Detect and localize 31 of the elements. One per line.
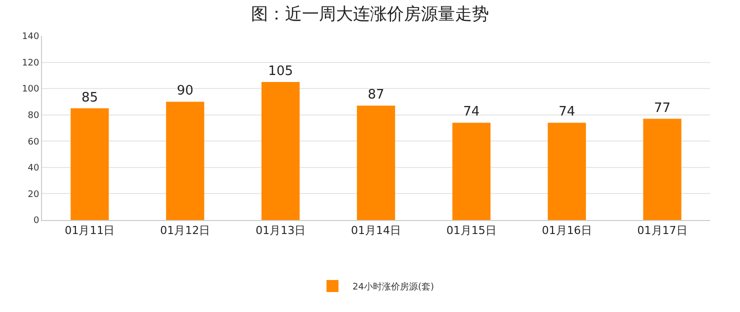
x-tick-label: 01月15日 [446, 224, 496, 238]
y-tick-label: 60 [28, 137, 40, 148]
data-label: 87 [368, 88, 384, 103]
x-tick-label: 01月16日 [542, 224, 592, 238]
y-tick-label: 100 [22, 84, 40, 95]
y-tick-label: 20 [28, 190, 40, 200]
data-label: 74 [558, 104, 576, 120]
x-tick-label: 01月17日 [637, 224, 688, 238]
chart-title: 图：近一周大连涨价房源量走势 [251, 4, 489, 25]
x-tick-label: 01月12日 [160, 224, 210, 238]
y-tick-label: 80 [28, 111, 40, 122]
y-tick-label: 40 [28, 164, 40, 174]
data-label: 105 [268, 64, 293, 79]
bar [548, 122, 586, 220]
bar [356, 106, 396, 220]
y-tick-label: 0 [33, 216, 40, 226]
bar [452, 122, 491, 220]
data-label: 77 [654, 100, 671, 116]
bar [166, 102, 204, 220]
bar [261, 82, 300, 220]
bar [643, 118, 682, 220]
x-tick-label: 01月14日 [351, 224, 401, 238]
x-tick-label: 01月11日 [64, 224, 115, 238]
data-label: 85 [81, 90, 98, 106]
data-label: 74 [463, 104, 480, 120]
y-tick-label: 140 [22, 32, 40, 42]
data-label: 90 [176, 84, 194, 99]
bar [70, 108, 109, 220]
x-tick-label: 01月13日 [256, 224, 306, 238]
y-tick-label: 120 [22, 58, 40, 68]
legend-label: 24小时涨价房源(套) [352, 282, 434, 293]
